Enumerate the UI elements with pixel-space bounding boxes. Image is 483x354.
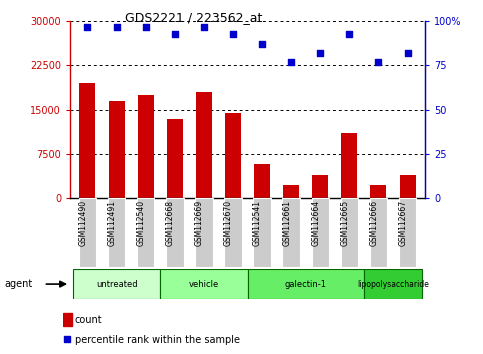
Text: untreated: untreated xyxy=(96,280,137,289)
Bar xyxy=(167,119,183,198)
FancyBboxPatch shape xyxy=(166,198,184,267)
FancyBboxPatch shape xyxy=(399,198,416,267)
Text: percentile rank within the sample: percentile rank within the sample xyxy=(75,335,240,345)
Point xyxy=(113,24,120,29)
FancyBboxPatch shape xyxy=(73,269,160,299)
FancyBboxPatch shape xyxy=(108,198,125,267)
Text: lipopolysaccharide: lipopolysaccharide xyxy=(357,280,429,289)
Text: GSM112666: GSM112666 xyxy=(369,200,379,246)
Point xyxy=(171,31,179,36)
Text: GSM112670: GSM112670 xyxy=(224,200,233,246)
Bar xyxy=(370,185,386,198)
FancyBboxPatch shape xyxy=(195,198,213,267)
Bar xyxy=(225,113,241,198)
Text: count: count xyxy=(75,315,102,325)
Text: GSM112661: GSM112661 xyxy=(282,200,291,246)
FancyBboxPatch shape xyxy=(248,269,364,299)
Point xyxy=(200,24,208,29)
Text: GSM112669: GSM112669 xyxy=(195,200,204,246)
Text: GSM112665: GSM112665 xyxy=(341,200,349,246)
Text: GSM112491: GSM112491 xyxy=(108,200,116,246)
Bar xyxy=(109,101,125,198)
FancyBboxPatch shape xyxy=(364,269,422,299)
Point xyxy=(316,50,324,56)
FancyBboxPatch shape xyxy=(137,198,155,267)
Bar xyxy=(80,83,96,198)
Text: GSM112490: GSM112490 xyxy=(79,200,87,246)
FancyBboxPatch shape xyxy=(160,269,248,299)
FancyBboxPatch shape xyxy=(224,198,242,267)
FancyBboxPatch shape xyxy=(370,198,387,267)
Text: vehicle: vehicle xyxy=(189,280,219,289)
FancyBboxPatch shape xyxy=(79,198,96,267)
Point xyxy=(84,24,91,29)
Bar xyxy=(254,164,270,198)
Text: galectin-1: galectin-1 xyxy=(285,280,327,289)
Point xyxy=(375,59,383,65)
Bar xyxy=(196,92,212,198)
Point xyxy=(142,24,150,29)
Text: GSM112664: GSM112664 xyxy=(311,200,320,246)
FancyBboxPatch shape xyxy=(254,198,271,267)
Point xyxy=(404,50,412,56)
Text: GSM112667: GSM112667 xyxy=(398,200,408,246)
Point xyxy=(345,31,353,36)
Point xyxy=(64,336,71,341)
Bar xyxy=(313,175,328,198)
Point xyxy=(258,41,266,47)
Text: GDS2221 / 223562_at: GDS2221 / 223562_at xyxy=(125,11,262,24)
Bar xyxy=(283,185,299,198)
Bar xyxy=(138,95,154,198)
Bar xyxy=(399,175,415,198)
Text: GSM112540: GSM112540 xyxy=(137,200,146,246)
FancyBboxPatch shape xyxy=(283,198,300,267)
Text: GSM112668: GSM112668 xyxy=(166,200,175,246)
Point xyxy=(229,31,237,36)
Bar xyxy=(63,313,72,326)
Text: GSM112541: GSM112541 xyxy=(253,200,262,246)
Bar xyxy=(341,133,357,198)
Text: agent: agent xyxy=(5,279,33,289)
FancyBboxPatch shape xyxy=(341,198,358,267)
FancyBboxPatch shape xyxy=(312,198,329,267)
Point xyxy=(287,59,295,65)
